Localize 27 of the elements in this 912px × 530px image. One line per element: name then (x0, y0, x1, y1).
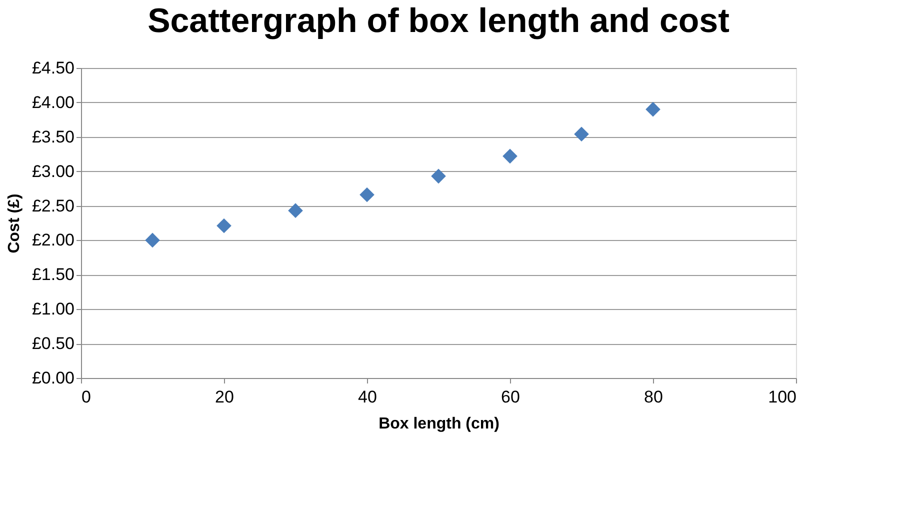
y-tick-label: £2.50 (32, 196, 74, 216)
y-tick-label: £2.00 (32, 230, 74, 250)
point (145, 232, 160, 248)
point (502, 148, 518, 164)
point (216, 218, 232, 234)
x-tick-label: 100 (768, 388, 796, 406)
x-tick-label: 40 (358, 388, 377, 406)
x-tick-label: 80 (644, 388, 663, 406)
x-tick-label: 0 (82, 388, 91, 406)
y-axis-title: Cost (£) (6, 194, 23, 254)
point (360, 187, 374, 202)
point (646, 102, 660, 117)
point (288, 203, 303, 218)
y-tick-label: £3.50 (32, 127, 74, 146)
x-tick-label: 20 (215, 388, 234, 406)
y-tick-label: £1.00 (32, 300, 74, 319)
point (574, 126, 589, 142)
y-tick-label: £4.50 (32, 58, 74, 78)
x-tick-label: 60 (501, 388, 520, 406)
y-tick-label: £0.50 (32, 334, 74, 354)
x-axis-title: Box length (cm) (378, 416, 500, 432)
chart-title: Scattergraph of box length and cost (148, 2, 730, 40)
y-tick-label: £3.00 (32, 162, 74, 181)
y-tick-label: £1.50 (32, 265, 74, 284)
y-tick-label: £4.00 (32, 92, 74, 112)
y-tick-label: £0.00 (32, 368, 74, 388)
point (431, 168, 446, 184)
